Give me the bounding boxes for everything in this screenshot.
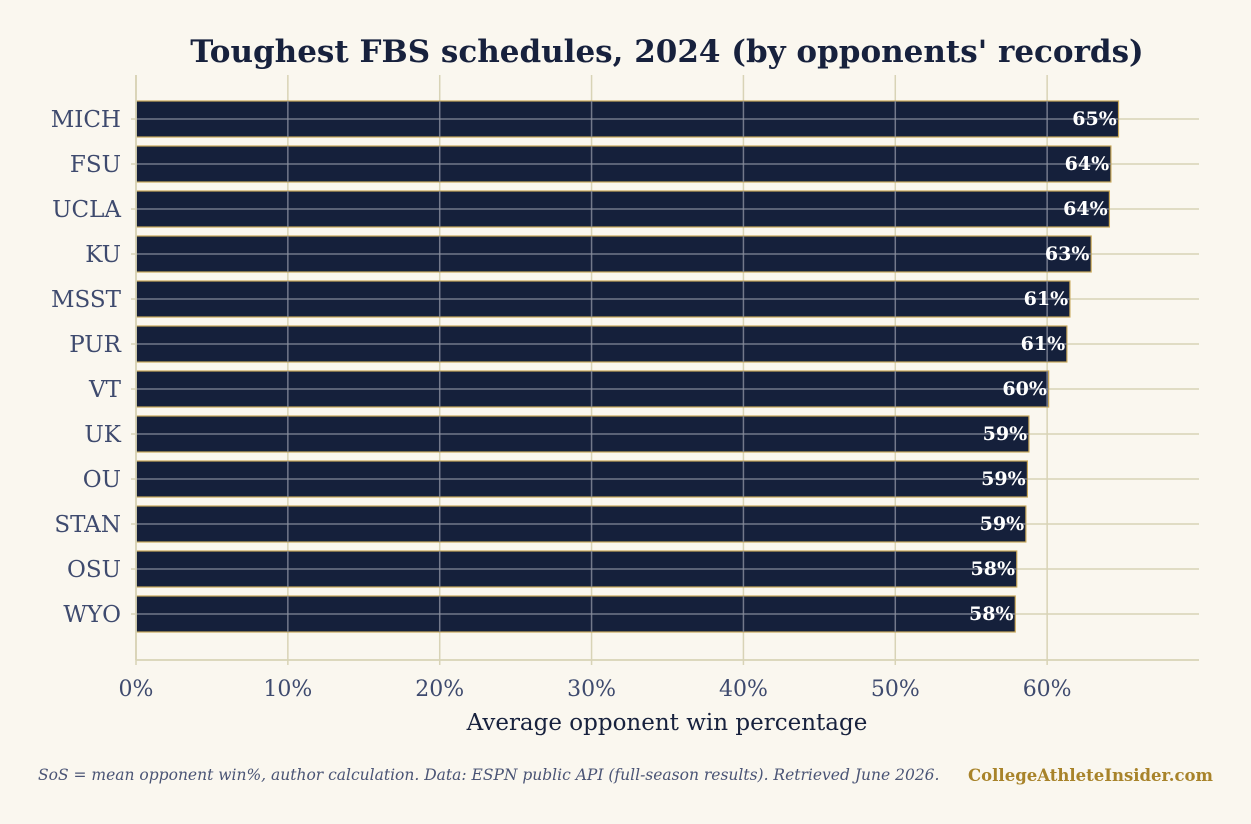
bar-value-label: 65% — [1072, 108, 1117, 130]
y-tick-label: KU — [85, 242, 121, 268]
axes: MICH FSU UCLA KU MSST PUR VT UK OU STAN OSU WYO 0% 10… — [51, 75, 1199, 702]
y-tick-label: FSU — [70, 152, 121, 178]
footer-note: SoS = mean opponent win%, author calcula… — [38, 766, 940, 784]
chart-title: Toughest FBS schedules, 2024 (by opponen… — [190, 34, 1143, 70]
bar-value-label: 64% — [1063, 198, 1108, 220]
bar-value-label: 61% — [1024, 288, 1069, 310]
x-tick-label: 30% — [567, 677, 616, 702]
bar-value-label: 60% — [1002, 378, 1047, 400]
y-tick-label: UK — [84, 422, 121, 448]
x-tick-label: 20% — [415, 677, 464, 702]
footer-brand[interactable]: CollegeAthleteInsider.com — [968, 766, 1213, 785]
bar-value-label: 61% — [1021, 333, 1066, 355]
x-tick-label: 60% — [1023, 677, 1072, 702]
x-tick-label: 0% — [119, 677, 154, 702]
x-axis-label: Average opponent win percentage — [466, 710, 868, 736]
bars: 65% 64% 64% 63% 61% 61% 60% 59% 59% 59% 58% 58% — [135, 100, 1120, 633]
x-tick-label: 10% — [263, 677, 312, 702]
x-tick-label: 50% — [871, 677, 920, 702]
y-tick-label: WYO — [63, 602, 121, 628]
x-tick-label: 40% — [719, 677, 768, 702]
bar-value-label: 59% — [980, 513, 1025, 535]
y-tick-label: MICH — [51, 107, 121, 133]
bar-value-label: 58% — [969, 603, 1014, 625]
y-tick-label: OU — [83, 467, 121, 493]
y-tick-label: PUR — [69, 332, 121, 358]
y-tick-label: STAN — [54, 512, 121, 538]
y-tick-label: MSST — [51, 287, 122, 313]
y-tick-label: OSU — [67, 557, 121, 583]
bar-value-label: 63% — [1045, 243, 1090, 265]
bar-value-label: 64% — [1065, 153, 1110, 175]
y-tick-label: UCLA — [52, 197, 121, 223]
bar-value-label: 59% — [981, 468, 1026, 490]
bar-value-label: 58% — [971, 558, 1016, 580]
bar-value-label: 59% — [983, 423, 1028, 445]
y-tick-label: VT — [88, 377, 122, 403]
